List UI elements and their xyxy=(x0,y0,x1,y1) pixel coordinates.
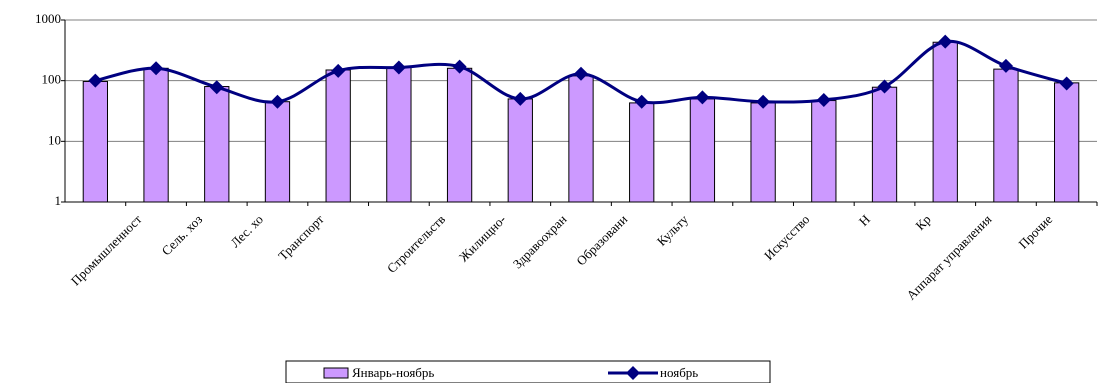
x-tick-label: Кр xyxy=(912,212,933,233)
bar xyxy=(264,101,291,203)
y-tick-label: 1 xyxy=(55,193,62,208)
bar xyxy=(629,102,655,203)
marker xyxy=(634,94,649,109)
marker xyxy=(209,80,224,95)
bar xyxy=(325,69,351,203)
x-tick-label: Н xyxy=(856,212,873,229)
bar xyxy=(993,68,1019,203)
bar xyxy=(386,66,412,203)
marker xyxy=(331,63,346,78)
bar xyxy=(811,100,837,203)
marker xyxy=(938,34,953,49)
marker xyxy=(998,58,1013,73)
bar xyxy=(143,67,169,203)
marker xyxy=(452,59,467,74)
x-tick-label: Прочие xyxy=(1015,211,1055,251)
legend-swatch xyxy=(626,366,640,380)
legend-box xyxy=(285,360,771,383)
marker xyxy=(877,79,892,94)
x-tick-label: Жилищно- xyxy=(456,212,509,265)
bar xyxy=(446,67,473,203)
legend-swatch xyxy=(323,367,349,379)
marker xyxy=(574,66,588,81)
bar xyxy=(871,86,898,203)
marker xyxy=(513,91,528,106)
x-tick-label: Лес. хо xyxy=(227,212,266,251)
x-tick-label: Культу xyxy=(654,211,692,249)
x-tick-label: Здравоохран xyxy=(510,212,570,272)
marker xyxy=(149,61,164,76)
legend-label: Январь-ноябрь xyxy=(352,365,434,380)
marker xyxy=(756,94,771,109)
marker xyxy=(1059,76,1074,91)
bar xyxy=(750,102,776,203)
bar xyxy=(204,86,230,203)
bar xyxy=(82,80,108,203)
y-tick-label: 10 xyxy=(48,132,61,147)
x-tick-label: Промышленност xyxy=(68,211,145,288)
y-tick-label: 100 xyxy=(42,72,62,87)
x-tick-label: Образовани xyxy=(573,212,630,269)
marker xyxy=(391,60,406,75)
x-tick-label: Искусство xyxy=(761,212,812,263)
x-tick-label: Транспорт xyxy=(275,211,327,263)
x-tick-label: Сель. хоз xyxy=(159,212,206,259)
legend: Январь-ноябрь ноябрь xyxy=(285,360,771,383)
legend-label: ноябрь xyxy=(660,365,698,380)
marker xyxy=(695,90,710,105)
marker xyxy=(816,93,831,108)
y-tick-label: 1000 xyxy=(35,11,61,26)
bar xyxy=(507,98,533,203)
bar xyxy=(568,75,594,203)
bar xyxy=(1054,82,1080,203)
x-tick-label: Строительств xyxy=(384,212,448,276)
bar xyxy=(689,98,716,203)
marker xyxy=(270,94,285,109)
bar xyxy=(932,41,958,203)
marker xyxy=(88,73,103,88)
